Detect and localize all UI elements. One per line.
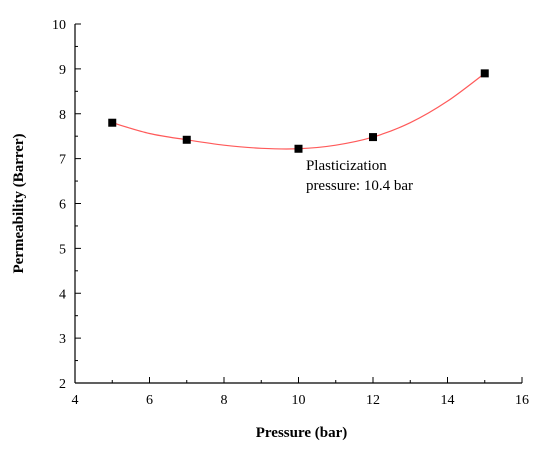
annotation-line-1: Plasticization xyxy=(306,158,387,174)
annotation-line-2: pressure: 10.4 bar xyxy=(306,178,413,194)
x-tick-label: 6 xyxy=(146,393,153,408)
x-tick-label: 16 xyxy=(515,393,529,408)
y-tick-label: 3 xyxy=(59,332,66,347)
y-tick-label: 6 xyxy=(59,198,66,213)
y-tick-label: 4 xyxy=(59,287,66,302)
x-tick-label: 12 xyxy=(366,393,380,408)
data-point xyxy=(108,118,117,127)
y-tick-label: 7 xyxy=(59,153,66,168)
y-tick-label: 9 xyxy=(59,63,66,78)
data-point xyxy=(294,144,303,153)
data-point xyxy=(182,135,191,144)
y-axis-title: Permeability (Barrer) xyxy=(11,133,27,273)
x-tick-label: 4 xyxy=(72,393,79,408)
x-axis-title: Pressure (bar) xyxy=(256,425,348,441)
data-point xyxy=(480,69,489,78)
x-tick-label: 14 xyxy=(441,393,455,408)
x-tick-label: 10 xyxy=(292,393,306,408)
data-point xyxy=(369,133,377,142)
x-tick-label: 8 xyxy=(221,393,228,408)
fit-curve-line xyxy=(112,72,486,150)
y-tick-label: 8 xyxy=(59,108,66,123)
y-tick-label: 2 xyxy=(59,377,66,392)
y-tick-label: 10 xyxy=(52,18,66,33)
y-tick-label: 5 xyxy=(59,242,66,257)
